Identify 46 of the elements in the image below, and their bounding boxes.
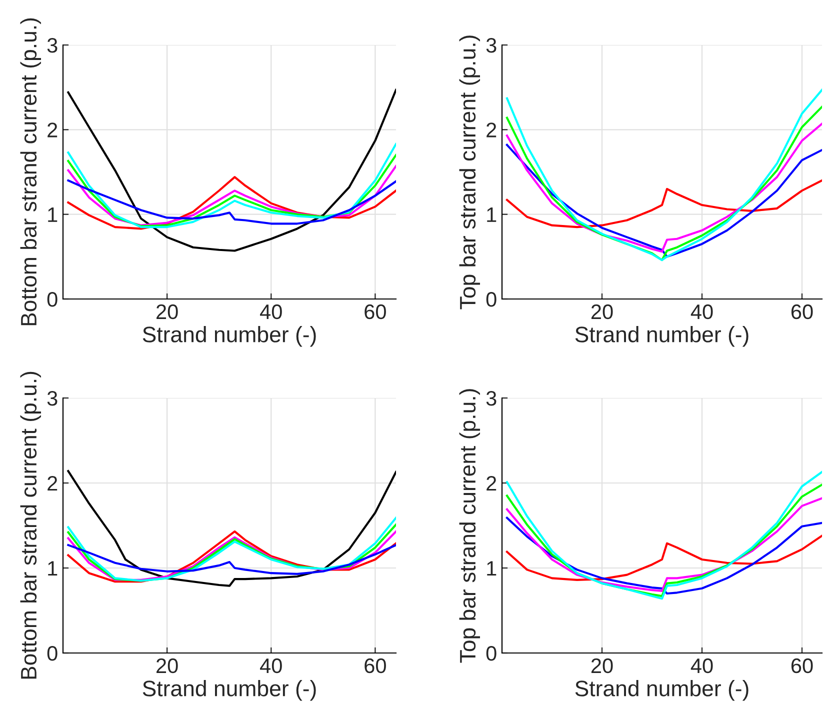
y-tick-label: 1: [487, 561, 496, 576]
x-tick-label: 40: [690, 304, 713, 320]
x-tick-label: 40: [690, 658, 713, 674]
x-axis-title: Strand number (-): [575, 680, 748, 701]
line-series: [506, 497, 822, 592]
y-axis-title: Top bar strand current (p.u.): [459, 36, 480, 310]
y-tick-label: 3: [47, 38, 58, 53]
y-tick-label: 3: [486, 38, 496, 53]
y-tick-label: 1: [48, 561, 58, 576]
x-tick-label: 20: [591, 658, 613, 674]
line-series: [506, 122, 822, 253]
y-axis-title: Bottom bar strand current (p.u.): [20, 18, 41, 326]
x-tick-label: 40: [260, 658, 282, 674]
x-tick-label: 20: [156, 304, 178, 320]
x-tick-label: 60: [791, 658, 813, 674]
y-tick-label: 0: [486, 646, 496, 661]
y-tick-label: 2: [486, 476, 496, 491]
x-axis-title: Strand number (-): [142, 680, 316, 701]
x-axis-title: Strand number (-): [575, 326, 748, 347]
y-tick-label: 2: [48, 476, 58, 491]
x-tick-label: 20: [156, 658, 178, 674]
y-tick-label: 0: [486, 292, 496, 307]
y-tick-label: 2: [48, 122, 58, 138]
line-series: [67, 470, 396, 587]
x-tick-label: 60: [364, 658, 386, 674]
y-tick-label: 3: [486, 391, 496, 406]
line-series: [67, 88, 396, 252]
x-axis-title: Strand number (-): [142, 326, 316, 347]
line-series: [506, 179, 822, 228]
line-series: [506, 516, 822, 595]
y-tick-label: 2: [486, 122, 496, 138]
line-series: [67, 165, 396, 226]
y-tick-label: 1: [487, 208, 496, 222]
line-series: [67, 544, 396, 575]
y-tick-label: 0: [47, 292, 58, 307]
y-axis-title: Top bar strand current (p.u.): [459, 389, 480, 663]
y-tick-label: 0: [47, 646, 58, 661]
line-series: [506, 534, 822, 581]
x-tick-label: 60: [364, 304, 386, 320]
y-axis-title: Bottom bar strand current (p.u.): [20, 372, 41, 679]
x-tick-label: 60: [791, 304, 813, 320]
x-tick-label: 20: [591, 304, 613, 320]
y-tick-label: 3: [47, 391, 58, 406]
x-tick-label: 40: [260, 304, 282, 320]
y-tick-label: 1: [48, 208, 58, 222]
line-series: [506, 144, 822, 258]
